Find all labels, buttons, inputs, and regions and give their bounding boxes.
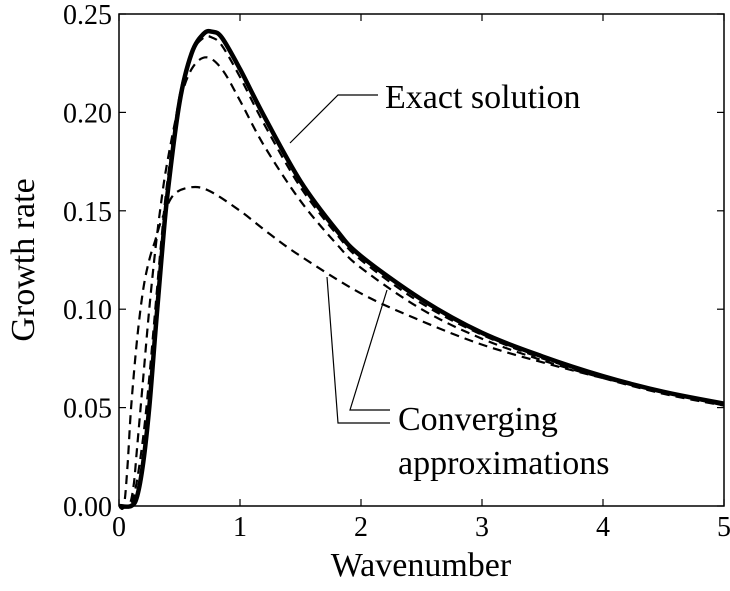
annotation-approx-line2: approximations (398, 445, 610, 482)
y-axis-label: Growth rate (5, 178, 42, 341)
y-tick-label: 0.15 (63, 197, 112, 228)
y-tick-label: 0.25 (63, 0, 112, 31)
ticks (118, 13, 725, 507)
approx-leader-line-1 (326, 276, 390, 424)
tick-labels: 0 1 2 3 4 5 0.00 0.05 0.10 0.15 0.20 0.25 (63, 0, 730, 543)
x-axis-label: Wavenumber (331, 547, 512, 584)
y-tick-label: 0.20 (63, 98, 112, 129)
y-tick-label: 0.00 (63, 492, 112, 523)
x-tick-label: 5 (717, 512, 730, 543)
approximation-line-3 (118, 185, 725, 510)
approximation-line-2 (118, 56, 725, 509)
annotation-approx-line1: Converging (398, 401, 558, 438)
approximation-line-1 (118, 35, 725, 509)
x-tick-label: 4 (596, 512, 610, 543)
x-tick-label: 2 (354, 512, 368, 543)
exact-solution-line (118, 28, 725, 509)
plot-frame (118, 13, 725, 507)
x-tick-label: 3 (475, 512, 489, 543)
annotation-exact: Exact solution (385, 79, 580, 116)
exact-leader-line (289, 94, 378, 144)
y-tick-label: 0.05 (63, 394, 112, 425)
x-tick-label: 0 (112, 512, 126, 543)
x-tick-label: 1 (233, 512, 247, 543)
y-tick-label: 0.10 (63, 295, 112, 326)
curves (118, 28, 725, 510)
approx-leader-line-2 (349, 289, 390, 411)
